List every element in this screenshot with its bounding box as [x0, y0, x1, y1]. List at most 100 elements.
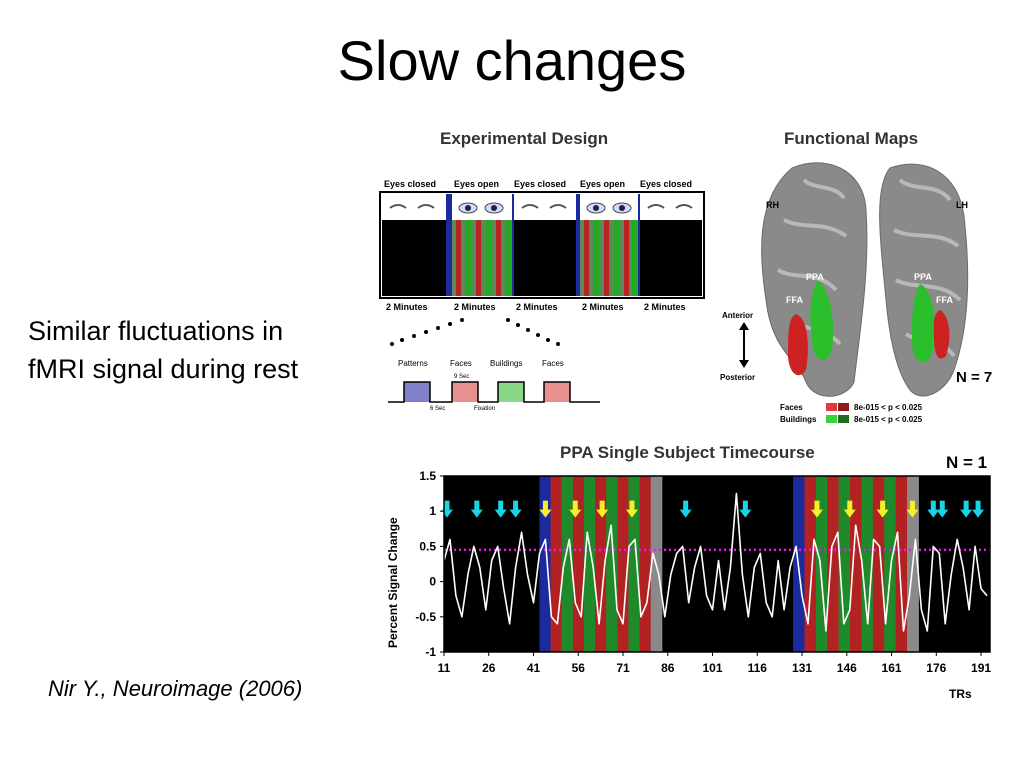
experimental-design-figure: Experimental Design Eyes closed Eyes ope… [379, 129, 705, 412]
legend-faces-label: Faces [780, 403, 803, 412]
cyan-arrow-icon [494, 500, 507, 518]
eyes-open-icon [452, 193, 512, 219]
condition-label: Eyes closed [514, 179, 566, 189]
duration-label: 2 Minutes [454, 302, 496, 312]
ffa-label: FFA [786, 295, 803, 305]
yellow-arrow-icon [810, 500, 823, 518]
stimulus-band [550, 476, 563, 652]
functional-maps-figure: Functional Maps RH LH PPA FFA PPA FFA An… [720, 129, 992, 424]
plot-area [440, 475, 991, 653]
stimulus-band [639, 476, 652, 652]
x-tick-label: 26 [482, 661, 496, 675]
ffa-label: FFA [936, 295, 953, 305]
y-tick-label: 0.5 [419, 539, 436, 553]
timecourse-title: PPA Single Subject Timecourse [560, 443, 815, 462]
stimulus-band [572, 476, 585, 652]
stimulus-band [628, 476, 641, 652]
posterior-label: Posterior [720, 373, 755, 382]
eyes-closed-icon [514, 193, 576, 219]
eye-icons [382, 193, 702, 219]
zoom-dots [390, 318, 560, 346]
eyes-closed-icon [640, 193, 702, 219]
citation: Nir Y., Neuroimage (2006) [48, 676, 303, 701]
y-tick-label: 0 [429, 575, 436, 589]
stimulus-band [872, 476, 885, 652]
duration-label: 2 Minutes [644, 302, 686, 312]
condition-label: Eyes closed [384, 179, 436, 189]
stimulus-band [595, 476, 607, 652]
x-tick-label: 131 [792, 661, 812, 675]
bullet-text: Similar fluctuations in fMRI signal duri… [28, 312, 378, 388]
block-label: Patterns [398, 359, 428, 368]
maps-n-label: N = 7 [956, 369, 992, 386]
condition-label: Eyes open [580, 179, 625, 189]
y-tick-label: -0.5 [415, 610, 436, 624]
block-label: Buildings [490, 359, 522, 368]
x-tick-label: 41 [527, 661, 541, 675]
lh-label: LH [956, 200, 968, 210]
legend-faces-swatch-dark [838, 403, 849, 411]
stimulus-band [815, 476, 828, 652]
y-tick-label: 1.5 [419, 469, 436, 483]
yellow-arrow-icon [843, 500, 856, 518]
cyan-arrow-icon [927, 500, 940, 518]
nine-sec-label: 9 Sec [454, 374, 469, 380]
stimulus-band [583, 476, 596, 652]
brain-right-hemisphere [761, 162, 868, 397]
fixation-label: Fixation [474, 406, 495, 412]
stimulus-band [895, 476, 908, 652]
maps-legend: Faces 8e-015 < p < 0.025 Buildings 8e-01… [780, 403, 923, 424]
run-blocks [379, 191, 705, 299]
block-label: Faces [542, 359, 564, 368]
yellow-arrow-icon [625, 500, 638, 518]
eyes-open-icon [580, 193, 638, 219]
stimulus-stripes [584, 220, 637, 296]
legend-buildings-label: Buildings [780, 415, 817, 424]
stimulus-band [827, 476, 840, 652]
y-tick-label: 1 [429, 504, 436, 518]
cyan-arrow-icon [679, 500, 692, 518]
stimulus-band [804, 476, 817, 652]
timecourse-n-label: N = 1 [946, 453, 987, 472]
condition-label: Eyes open [454, 179, 499, 189]
block-label: Faces [450, 359, 472, 368]
yellow-arrow-icon [906, 500, 919, 518]
stimulus-band [850, 476, 862, 652]
legend-buildings-stat: 8e-015 < p < 0.025 [854, 415, 923, 424]
rh-label: RH [766, 200, 779, 210]
duration-label: 2 Minutes [386, 302, 428, 312]
stimulus-band [838, 476, 851, 652]
stimulus-band [561, 476, 574, 652]
cyan-arrow-icon [739, 500, 752, 518]
x-tick-label: 176 [926, 661, 946, 675]
x-tick-label: 86 [661, 661, 675, 675]
y-tick-label: -1 [425, 645, 436, 659]
x-tick-label: 116 [748, 661, 768, 675]
y-tick-labels: 1.5 1 0.5 0 -0.5 -1 [415, 469, 444, 659]
yellow-arrow-icon [876, 500, 889, 518]
x-tick-label: 191 [971, 661, 991, 675]
stimulus-band [539, 476, 552, 652]
timecourse-chart: PPA Single Subject Timecourse N = 1 Perc… [386, 443, 991, 701]
orientation-indicator: Anterior Posterior [720, 311, 755, 382]
yellow-arrow-icon [569, 500, 582, 518]
legend-faces-stat: 8e-015 < p < 0.025 [854, 403, 923, 412]
map-labels: RH LH PPA FFA PPA FFA [766, 200, 968, 305]
stimulus-band [606, 476, 618, 652]
block-labels: Patterns Faces Buildings Faces 9 Sec 6 S… [398, 359, 564, 412]
cyan-arrow-icon [972, 500, 985, 518]
signal-line [443, 492, 988, 632]
eyes-closed-icon [382, 193, 446, 219]
six-sec-label: 6 Sec [430, 406, 445, 412]
anterior-label: Anterior [722, 311, 753, 320]
ppa-label: PPA [806, 272, 824, 282]
stimulus-stripes [456, 220, 511, 296]
stimulus-band [617, 476, 629, 652]
x-axis-label: TRs [949, 687, 972, 701]
duration-label: 2 Minutes [516, 302, 558, 312]
x-tick-label: 161 [882, 661, 902, 675]
stimulus-band [861, 476, 874, 652]
x-tick-labels: 11 26 41 56 71 86 101 116 131 146 161 176 191 [438, 652, 991, 675]
cyan-arrow-icon [470, 500, 483, 518]
y-axis-label: Percent Signal Change [386, 517, 400, 648]
